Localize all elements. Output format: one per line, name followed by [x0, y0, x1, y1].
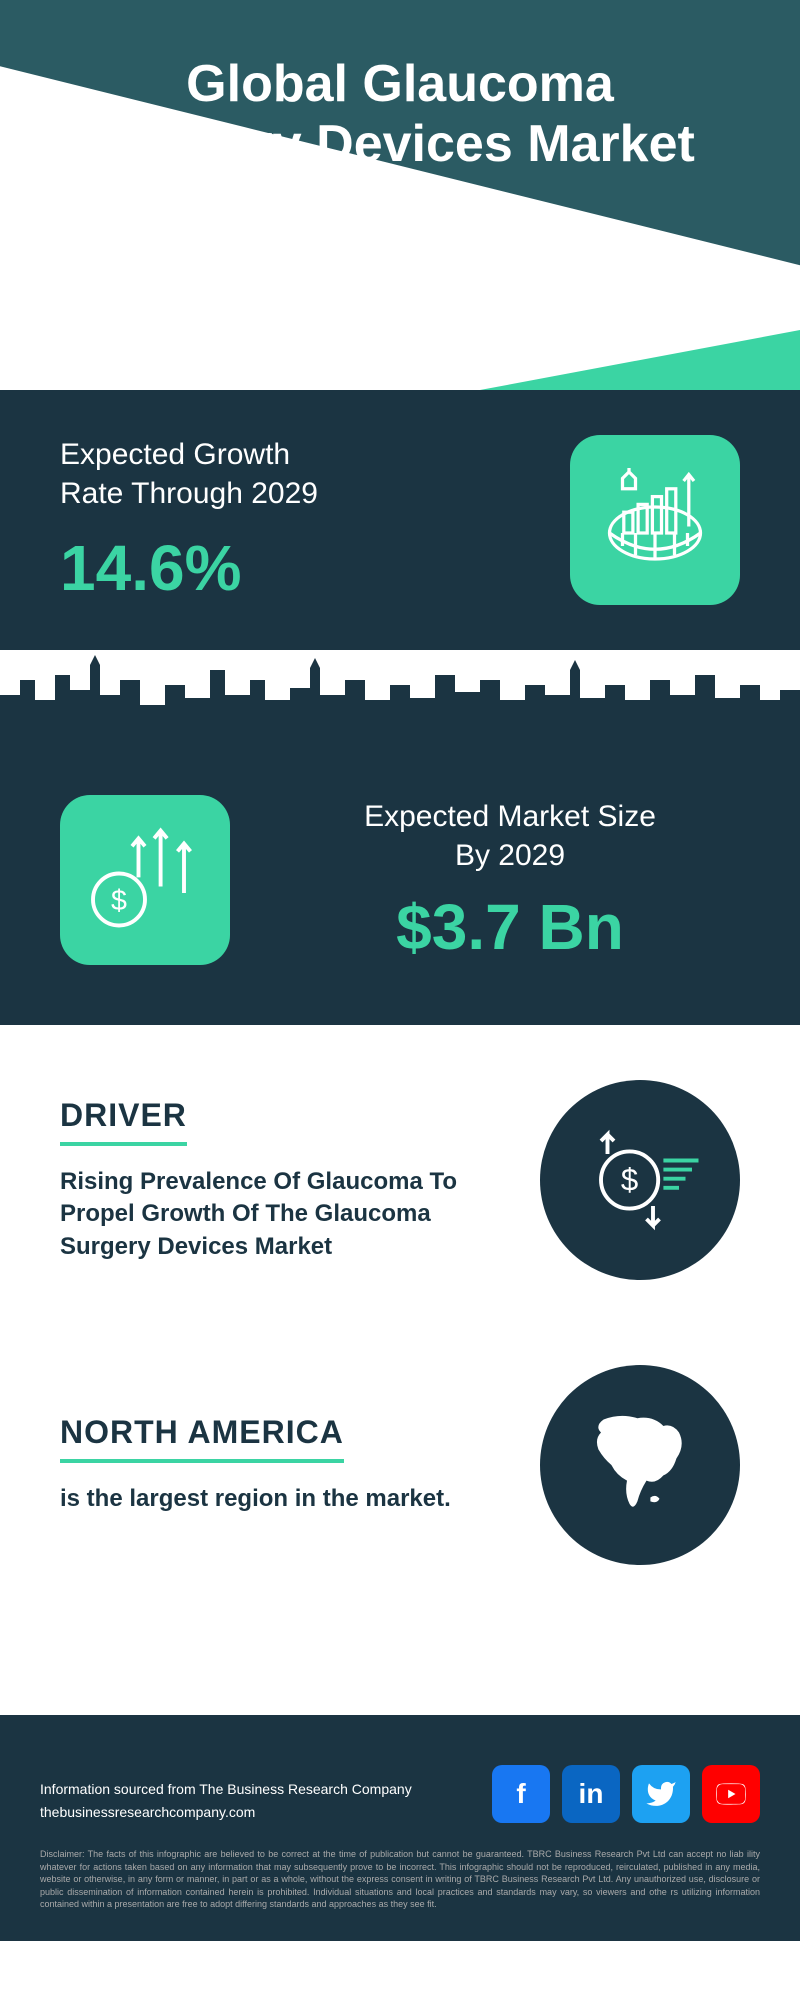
facebook-icon[interactable]: f: [492, 1765, 550, 1823]
social-links: f in: [492, 1765, 760, 1823]
growth-rate-value: 14.6%: [60, 531, 318, 605]
region-title: NORTH AMERICA: [60, 1414, 344, 1463]
twitter-icon[interactable]: [632, 1765, 690, 1823]
hero-accent-triangle: [480, 330, 800, 390]
growth-rate-label: Expected GrowthRate Through 2029: [60, 435, 318, 513]
page-title: Global GlaucomaSurgery Devices Market: [0, 55, 800, 175]
city-skyline-decoration: [0, 650, 800, 750]
market-size-value: $3.7 Bn: [280, 890, 740, 964]
youtube-icon[interactable]: [702, 1765, 760, 1823]
disclaimer-text: Disclaimer: The facts of this infographi…: [40, 1848, 760, 1911]
market-size-panel: $ Expected Market SizeBy 2029 $3.7 Bn: [0, 750, 800, 1025]
region-section: NORTH AMERICA is the largest region in t…: [0, 1310, 800, 1595]
market-size-icon: $: [60, 795, 230, 965]
driver-section: DRIVER Rising Prevalence Of Glaucoma To …: [0, 1025, 800, 1310]
north-america-map-icon: [540, 1365, 740, 1565]
svg-text:$: $: [621, 1162, 638, 1197]
footer-source: Information sourced from The Business Re…: [40, 1778, 412, 1823]
growth-rate-panel: Expected GrowthRate Through 2029 14.6%: [0, 390, 800, 650]
driver-body: Rising Prevalence Of Glaucoma To Propel …: [60, 1166, 500, 1263]
currency-cycle-icon: $: [540, 1080, 740, 1280]
linkedin-icon[interactable]: in: [562, 1765, 620, 1823]
hero-banner: Global GlaucomaSurgery Devices Market: [0, 0, 800, 390]
driver-title: DRIVER: [60, 1097, 187, 1146]
growth-chart-icon: [570, 435, 740, 605]
svg-text:$: $: [111, 885, 127, 917]
region-body: is the largest region in the market.: [60, 1483, 500, 1515]
market-size-label: Expected Market SizeBy 2029: [280, 797, 740, 875]
footer: Information sourced from The Business Re…: [0, 1715, 800, 1941]
